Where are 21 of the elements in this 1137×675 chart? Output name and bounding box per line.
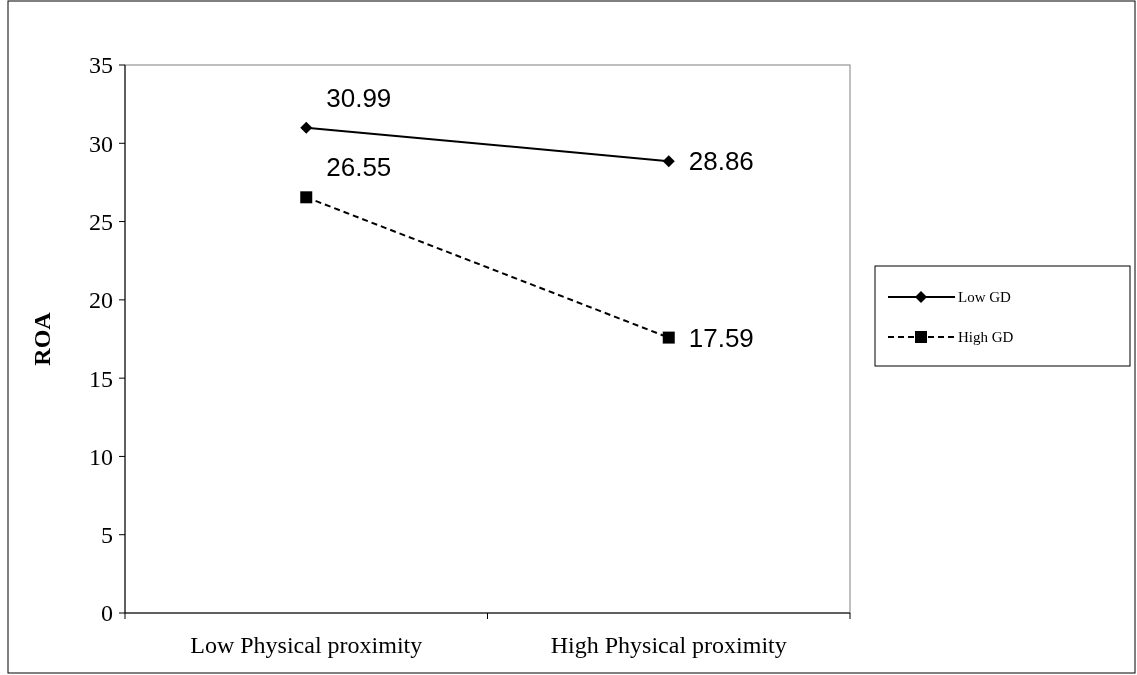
x-tick-label: High Physical proximity	[550, 632, 787, 658]
point	[300, 191, 313, 204]
data-label: 17.59	[688, 322, 754, 353]
y-tick-label: 15	[89, 365, 113, 392]
legend-label: Low GD	[958, 289, 1012, 306]
data-label: 26.55	[326, 152, 392, 183]
point	[300, 121, 313, 134]
y-tick-label: 20	[89, 287, 113, 314]
point	[662, 155, 675, 168]
y-tick-label: 10	[89, 443, 113, 470]
y-axis-title: ROA	[29, 311, 55, 366]
y-tick-label: 30	[89, 130, 113, 157]
legend-label: High GD	[958, 329, 1014, 346]
data-label: 28.86	[688, 146, 754, 177]
data-label: 30.99	[326, 82, 392, 113]
y-tick-label: 25	[89, 208, 113, 235]
y-tick-label: 35	[89, 52, 113, 79]
y-tick-label: 0	[101, 600, 113, 627]
point	[662, 331, 675, 344]
x-tick-label: Low Physical proximity	[190, 632, 423, 658]
y-tick-label: 5	[101, 522, 113, 549]
